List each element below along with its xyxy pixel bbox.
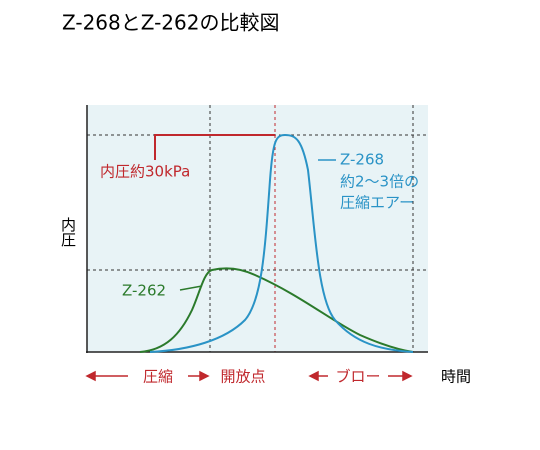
z262-leader	[179, 285, 203, 291]
pressure-leader	[154, 134, 275, 160]
x-axis-label: 時間	[441, 368, 471, 386]
pressure-label: 内圧約30kPa	[100, 163, 190, 181]
z262-label: Z-262	[122, 282, 166, 300]
z268-label: 約2～3倍の	[340, 173, 419, 191]
phase-arrows	[85, 370, 413, 382]
phase-label: ブロー	[335, 368, 380, 386]
plot-area	[87, 105, 428, 352]
y-axis-label: 内圧	[59, 217, 77, 247]
z268-curve	[149, 133, 414, 353]
title: Z-268とZ-262の比較図	[62, 11, 279, 35]
z268-label: 圧縮エアー	[340, 194, 414, 212]
phase-label: 開放点	[220, 368, 265, 386]
z268-label: Z-268	[340, 151, 384, 169]
phase-label: 圧縮	[143, 368, 173, 386]
z262-curve	[139, 267, 414, 353]
